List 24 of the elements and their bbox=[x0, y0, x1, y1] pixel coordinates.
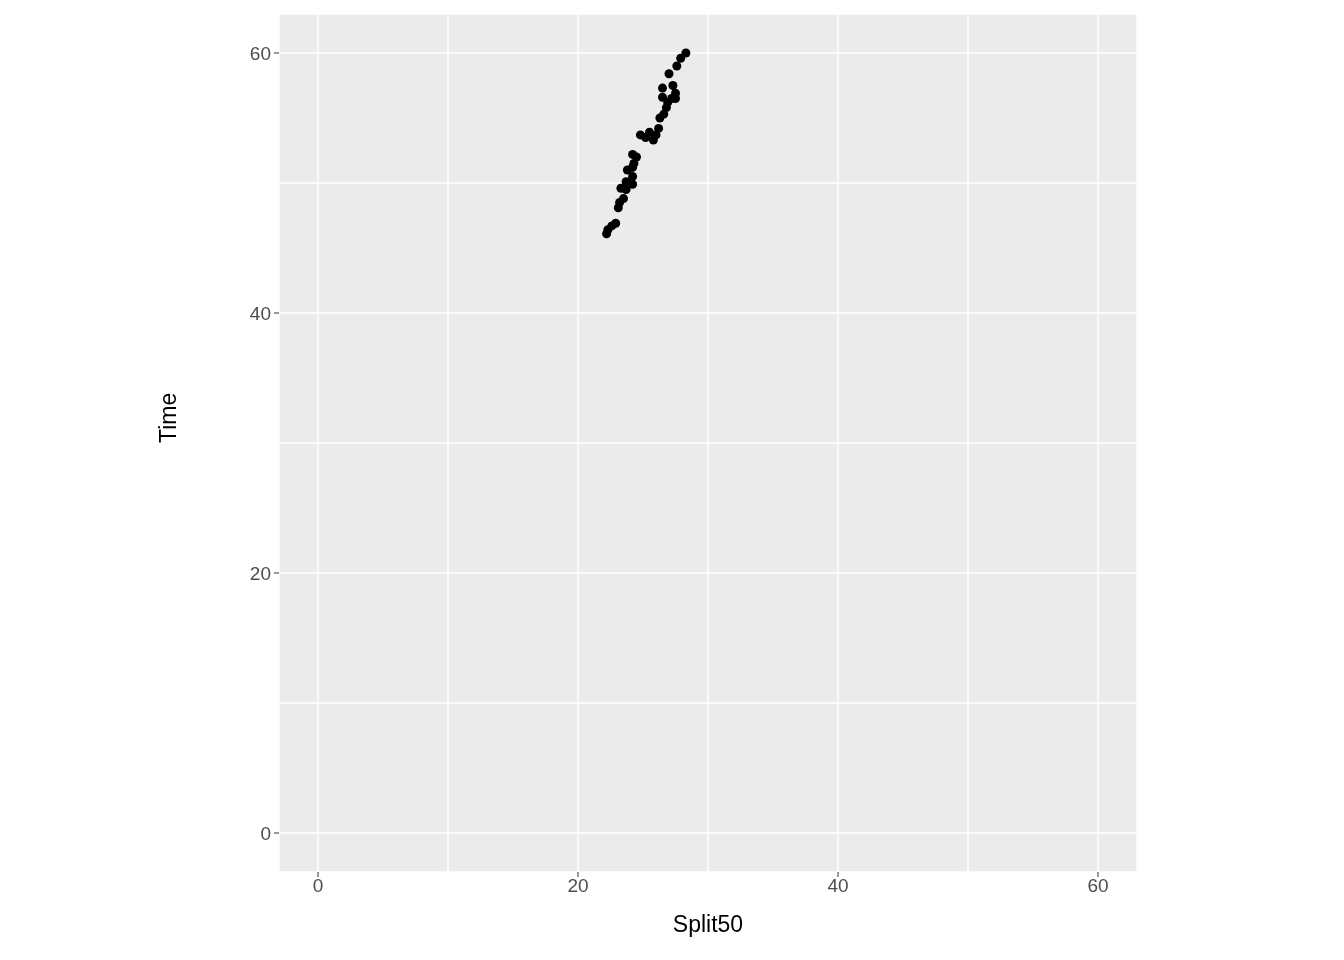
y-axis-title: Time bbox=[155, 392, 182, 443]
point bbox=[672, 61, 682, 71]
x-axis-title: Split50 bbox=[672, 911, 744, 937]
point bbox=[645, 127, 654, 137]
x-tick-label: 60 bbox=[1087, 875, 1109, 896]
point bbox=[654, 123, 664, 133]
point bbox=[632, 152, 641, 162]
point bbox=[619, 194, 628, 204]
point bbox=[658, 83, 667, 93]
point bbox=[611, 218, 621, 228]
point bbox=[658, 92, 667, 102]
point bbox=[668, 81, 678, 90]
point bbox=[628, 172, 638, 181]
y-tick-label: 40 bbox=[249, 303, 271, 324]
x-tick-label: 0 bbox=[312, 875, 324, 896]
point bbox=[664, 69, 674, 79]
point bbox=[681, 48, 691, 58]
point bbox=[628, 179, 638, 189]
point bbox=[676, 53, 686, 63]
x-tick-label: 20 bbox=[567, 875, 589, 896]
y-tick-label: 60 bbox=[249, 43, 271, 64]
y-tick-label: 0 bbox=[260, 823, 271, 844]
x-tick-label: 40 bbox=[827, 875, 849, 896]
y-tick-label: 20 bbox=[249, 563, 271, 584]
